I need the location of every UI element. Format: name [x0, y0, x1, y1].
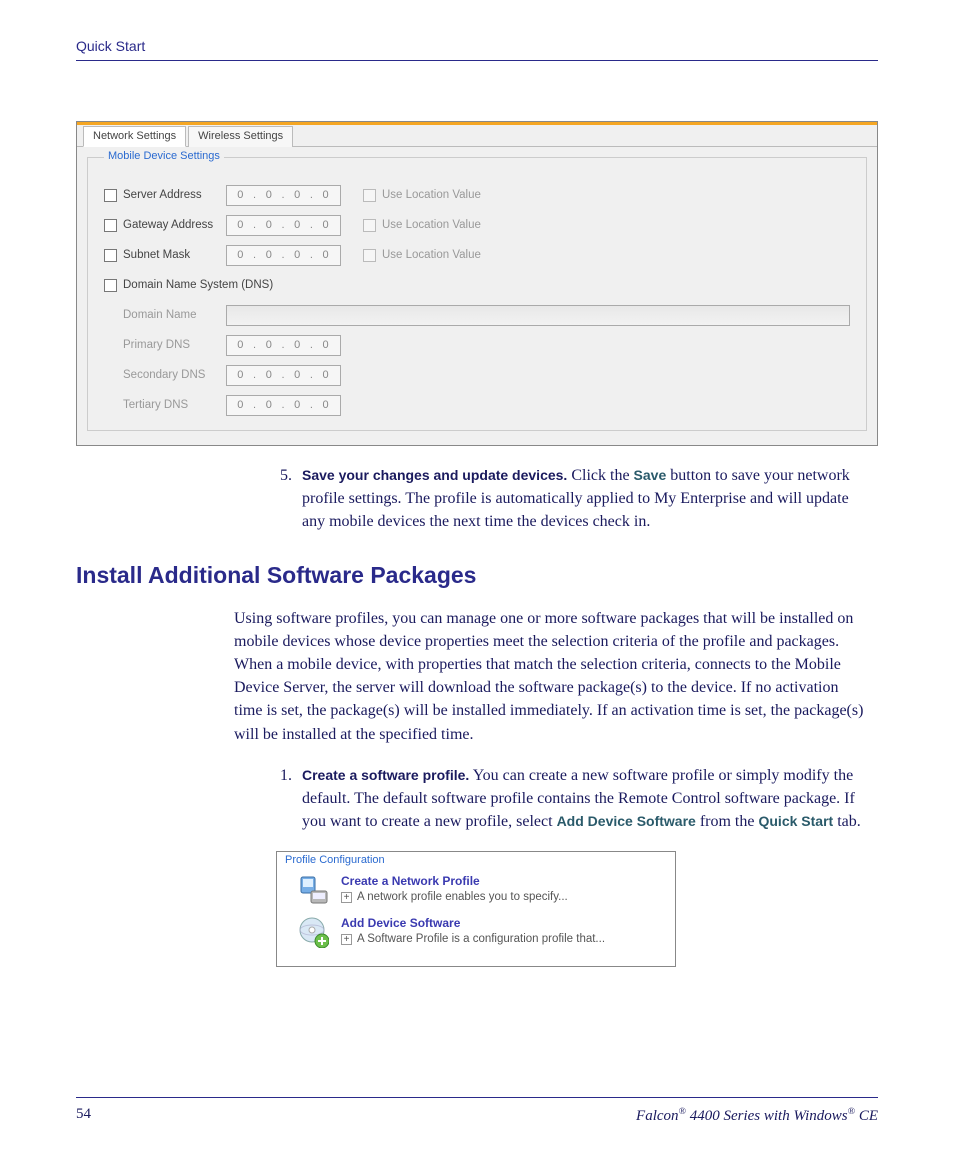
- subnet-mask-checkbox[interactable]: [104, 249, 117, 262]
- server-loc-checkbox[interactable]: [363, 189, 376, 202]
- domain-name-input[interactable]: [226, 305, 850, 326]
- network-settings-panel: Network Settings Wireless Settings Mobil…: [76, 121, 878, 446]
- step-5-number: 5.: [276, 464, 302, 534]
- create-network-profile-link[interactable]: Create a Network Profile: [341, 874, 568, 888]
- dns-label: Domain Name System (DNS): [123, 279, 273, 291]
- row-tertiary-dns: Tertiary DNS 0.0.0.0: [104, 390, 850, 420]
- add-device-software-link[interactable]: Add Device Software: [341, 916, 605, 930]
- domain-name-label: Domain Name: [123, 309, 197, 321]
- row-gateway-address: Gateway Address 0.0.0.0 Use Location Val…: [104, 210, 850, 240]
- tertiary-dns-ip[interactable]: 0.0.0.0: [226, 395, 341, 416]
- row-primary-dns: Primary DNS 0.0.0.0: [104, 330, 850, 360]
- subnet-loc-checkbox[interactable]: [363, 249, 376, 262]
- row-server-address: Server Address 0.0.0.0 Use Location Valu…: [104, 180, 850, 210]
- add-device-software-desc: A Software Profile is a configuration pr…: [357, 933, 605, 945]
- page-number: 54: [76, 1106, 91, 1125]
- primary-dns-label: Primary DNS: [123, 339, 190, 351]
- server-address-ip[interactable]: 0.0.0.0: [226, 185, 341, 206]
- secondary-dns-label: Secondary DNS: [123, 369, 205, 381]
- gateway-loc-checkbox[interactable]: [363, 219, 376, 232]
- subnet-mask-label: Subnet Mask: [123, 249, 190, 261]
- subnet-mask-ip[interactable]: 0.0.0.0: [226, 245, 341, 266]
- fieldset-legend: Mobile Device Settings: [104, 150, 224, 162]
- gateway-address-ip[interactable]: 0.0.0.0: [226, 215, 341, 236]
- gateway-loc-label: Use Location Value: [382, 219, 481, 231]
- expand-icon[interactable]: +: [341, 934, 352, 945]
- quick-start-label: Quick Start: [758, 813, 833, 829]
- secondary-dns-ip[interactable]: 0.0.0.0: [226, 365, 341, 386]
- page-footer: 54 Falcon® 4400 Series with Windows® CE: [76, 1097, 878, 1125]
- page-header: Quick Start: [76, 38, 878, 61]
- row-subnet-mask: Subnet Mask 0.0.0.0 Use Location Value: [104, 240, 850, 270]
- tertiary-dns-label: Tertiary DNS: [123, 399, 188, 411]
- mobile-device-settings-fieldset: Mobile Device Settings Server Address 0.…: [87, 157, 867, 431]
- server-loc-label: Use Location Value: [382, 189, 481, 201]
- row-domain-name: Domain Name: [104, 300, 850, 330]
- add-device-software-label: Add Device Software: [557, 813, 696, 829]
- expand-icon[interactable]: +: [341, 892, 352, 903]
- step-1-number: 1.: [276, 764, 302, 834]
- dns-checkbox[interactable]: [104, 279, 117, 292]
- add-device-software-item: Add Device Software + A Software Profile …: [297, 916, 665, 948]
- save-label: Save: [634, 467, 667, 483]
- step-1-t2: from the: [696, 813, 759, 830]
- tab-wireless-settings[interactable]: Wireless Settings: [188, 126, 293, 147]
- row-dns-enable: Domain Name System (DNS): [104, 270, 850, 300]
- server-address-label: Server Address: [123, 189, 202, 201]
- product-name: Falcon® 4400 Series with Windows® CE: [636, 1106, 878, 1125]
- step-5: 5. Save your changes and update devices.…: [276, 464, 870, 534]
- profile-config-legend: Profile Configuration: [285, 854, 665, 866]
- software-icon: [297, 916, 329, 948]
- breadcrumb: Quick Start: [76, 38, 145, 54]
- step-1-t3: tab.: [833, 813, 861, 830]
- tab-network-settings[interactable]: Network Settings: [83, 126, 186, 147]
- step-5-title: Save your changes and update devices.: [302, 467, 567, 483]
- network-profile-icon: [297, 874, 329, 906]
- tab-strip: Network Settings Wireless Settings: [77, 122, 877, 147]
- gateway-address-label: Gateway Address: [123, 219, 213, 231]
- create-network-profile-item: Create a Network Profile + A network prof…: [297, 874, 665, 906]
- gateway-address-checkbox[interactable]: [104, 219, 117, 232]
- step-1: 1. Create a software profile. You can cr…: [276, 764, 870, 834]
- primary-dns-ip[interactable]: 0.0.0.0: [226, 335, 341, 356]
- server-address-checkbox[interactable]: [104, 189, 117, 202]
- profile-configuration-panel: Profile Configuration Create a Network P…: [276, 851, 676, 967]
- step-5-t1: Click the: [567, 467, 633, 484]
- row-secondary-dns: Secondary DNS 0.0.0.0: [104, 360, 850, 390]
- subnet-loc-label: Use Location Value: [382, 249, 481, 261]
- step-1-title: Create a software profile.: [302, 767, 469, 783]
- intro-paragraph: Using software profiles, you can manage …: [234, 607, 870, 746]
- create-network-profile-desc: A network profile enables you to specify…: [357, 891, 568, 903]
- section-heading: Install Additional Software Packages: [76, 562, 878, 589]
